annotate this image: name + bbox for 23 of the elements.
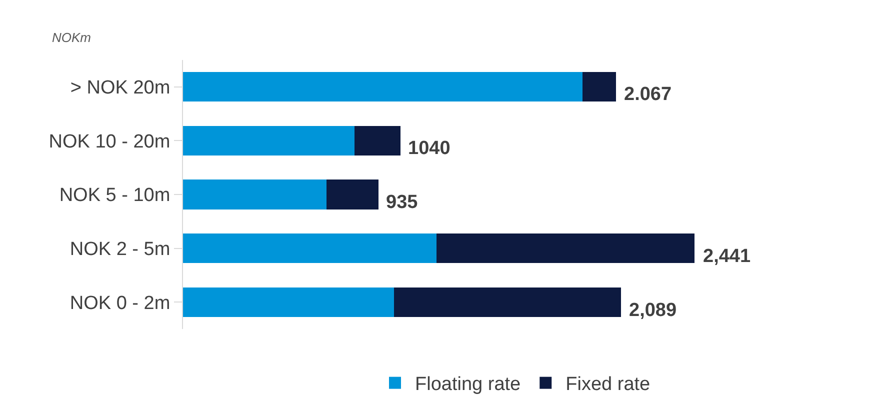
y-tick-label: NOK 10 - 20m [48, 131, 170, 152]
annotation: 2,089 [629, 300, 677, 321]
bar [326, 180, 378, 210]
bar [354, 126, 400, 156]
legend-label: Fixed rate [566, 374, 650, 396]
bar [183, 234, 437, 264]
annotation: 2.067 [624, 84, 672, 105]
annotation: 935 [386, 192, 418, 213]
bar [183, 180, 327, 210]
bar [183, 287, 394, 317]
annotation: 2,441 [703, 246, 751, 267]
y-tick-label: NOK 2 - 5m [70, 238, 170, 260]
legend-label: Floating rate [415, 374, 521, 396]
y-axis-title: NOKm [52, 30, 92, 45]
bar [582, 72, 616, 102]
bar [436, 234, 695, 264]
bar [183, 72, 583, 102]
bar [394, 287, 621, 317]
y-tick-label: NOK 5 - 10m [59, 185, 170, 206]
annotation: 1040 [408, 138, 450, 159]
y-tick-label: > NOK 20m [70, 78, 170, 99]
y-tick-label: NOK 0 - 2m [70, 292, 170, 314]
bar [183, 126, 354, 156]
